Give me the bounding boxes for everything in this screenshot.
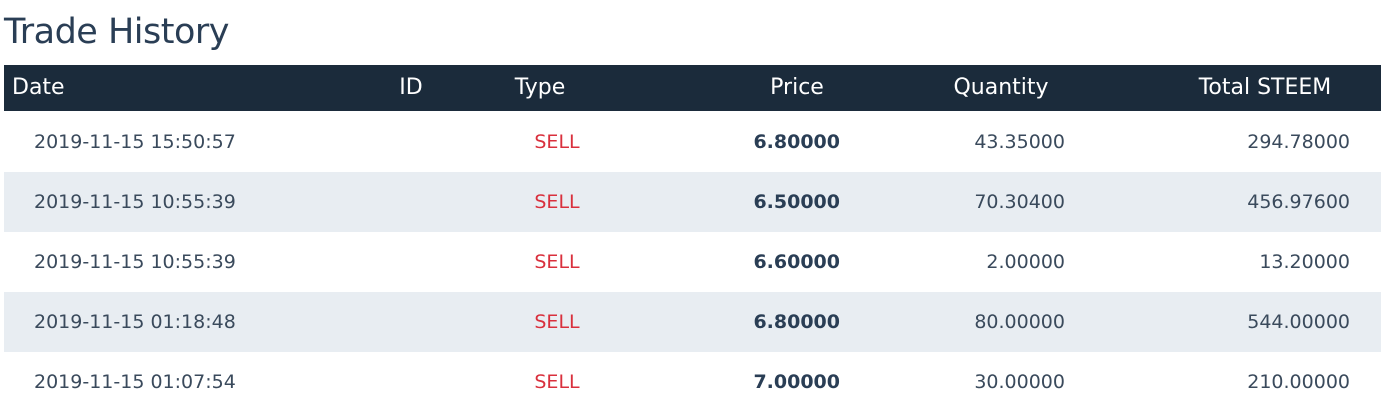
type-cell: SELL	[534, 191, 580, 213]
date-cell: 2019-11-15 01:07:54	[34, 371, 236, 393]
quantity-cell: 30.00000	[974, 371, 1065, 393]
total-cell: 544.00000	[1247, 311, 1350, 333]
date-cell: 2019-11-15 10:55:39	[34, 191, 236, 213]
type-cell: SELL	[534, 131, 580, 153]
column-header: Total STEEM	[1198, 75, 1332, 100]
date-cell: 2019-11-15 15:50:57	[34, 131, 236, 153]
column-header: Type	[514, 75, 566, 100]
total-cell: 210.00000	[1247, 371, 1350, 393]
price-cell: 6.80000	[753, 131, 840, 153]
type-cell: SELL	[534, 371, 580, 393]
date-cell: 2019-11-15 10:55:39	[34, 251, 236, 273]
column-header: Quantity	[953, 75, 1049, 100]
table-row: 2019-11-15 15:50:57 SELL 6.80000 43.35000 29…	[4, 112, 1381, 172]
total-cell: 13.20000	[1259, 251, 1350, 273]
total-cell: 456.97600	[1247, 191, 1350, 213]
price-cell: 7.00000	[753, 371, 840, 393]
page-title: Trade History	[4, 12, 229, 52]
date-cell: 2019-11-15 01:18:48	[34, 311, 236, 333]
table-row: 2019-11-15 01:18:48 SELL 6.80000 80.00000 54…	[4, 292, 1381, 352]
price-cell: 6.60000	[753, 251, 840, 273]
type-cell: SELL	[534, 251, 580, 273]
type-cell: SELL	[534, 311, 580, 333]
column-header: ID	[399, 75, 423, 100]
table-row: 2019-11-15 10:55:39 SELL 6.50000 70.30400 45…	[4, 172, 1381, 232]
column-header: Date	[12, 75, 65, 100]
quantity-cell: 43.35000	[974, 131, 1065, 153]
table-header: Date ID Type Price Quantity Total STEEM	[4, 65, 1381, 111]
quantity-cell: 2.00000	[986, 251, 1065, 273]
quantity-cell: 70.30400	[974, 191, 1065, 213]
price-cell: 6.80000	[753, 311, 840, 333]
total-cell: 294.78000	[1247, 131, 1350, 153]
price-cell: 6.50000	[753, 191, 840, 213]
quantity-cell: 80.00000	[974, 311, 1065, 333]
table-row: 2019-11-15 10:55:39 SELL 6.60000 2.00000 13.…	[4, 232, 1381, 292]
column-header: Price	[770, 75, 824, 100]
table-row: 2019-11-15 01:07:54 SELL 7.00000 30.00000 21…	[4, 352, 1381, 412]
